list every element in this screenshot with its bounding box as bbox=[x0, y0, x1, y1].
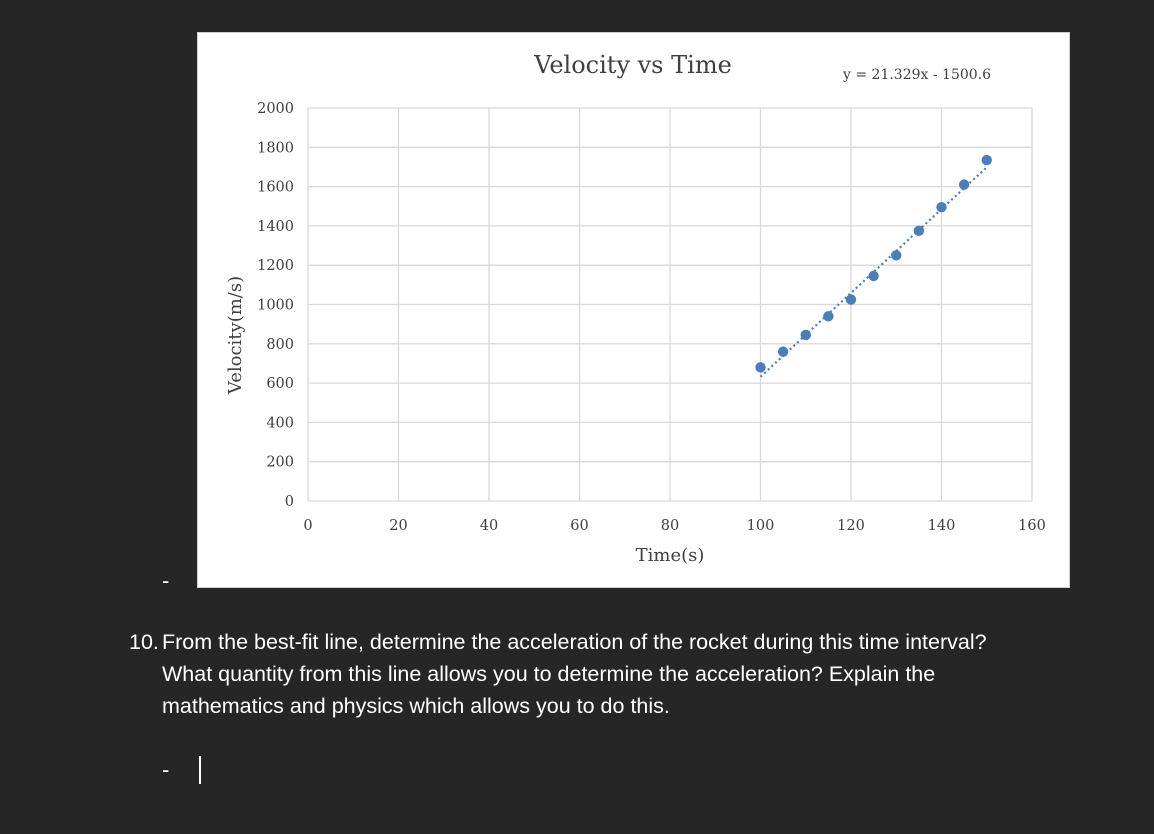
data-point bbox=[958, 179, 970, 190]
x-tick-label: 120 bbox=[837, 518, 865, 534]
data-point bbox=[936, 202, 947, 213]
data-point bbox=[823, 311, 834, 322]
x-tick-label: 100 bbox=[747, 518, 775, 534]
y-tick-label: 2000 bbox=[257, 101, 294, 117]
x-tick-label: 40 bbox=[480, 518, 498, 534]
answer-dash-marker: - bbox=[162, 757, 170, 782]
x-tick-label: 20 bbox=[389, 518, 407, 534]
velocity-time-chart: 0 200 400 600 800 1000 1200 1400 1600 1800 2000 0 2… bbox=[225, 51, 1046, 566]
x-tick-label: 0 bbox=[303, 518, 312, 534]
y-tick-label: 1600 bbox=[257, 180, 294, 196]
x-tick-label: 160 bbox=[1018, 518, 1046, 534]
question-text: From the best-fit line, determine the ac… bbox=[162, 630, 987, 718]
y-tick-label: 1200 bbox=[257, 258, 294, 274]
question-number: 10. bbox=[129, 630, 159, 654]
x-tick-labels: 0 20 40 60 80 100 120 140 160 bbox=[303, 518, 1045, 534]
data-point bbox=[981, 154, 992, 166]
data-point bbox=[891, 250, 902, 261]
chart-title: Velocity vs Time bbox=[533, 51, 732, 79]
y-tick-label: 600 bbox=[266, 376, 294, 392]
y-axis-label: Velocity(m/s) bbox=[225, 276, 246, 395]
data-points-layer bbox=[755, 154, 992, 373]
y-tick-label: 1800 bbox=[257, 140, 294, 156]
y-tick-labels: 0 200 400 600 800 1000 1200 1400 1600 1800 2000 bbox=[257, 101, 294, 510]
y-tick-label: 0 bbox=[285, 494, 294, 510]
x-tick-label: 80 bbox=[661, 518, 679, 534]
y-tick-label: 200 bbox=[266, 455, 294, 471]
y-tick-label: 400 bbox=[266, 415, 294, 431]
data-point bbox=[868, 270, 879, 282]
chart-panel: 0 200 400 600 800 1000 1200 1400 1600 1800 2000 0 2… bbox=[197, 32, 1070, 588]
data-point bbox=[800, 329, 811, 341]
y-tick-label: 1400 bbox=[257, 219, 294, 235]
data-point bbox=[845, 294, 857, 305]
answer-input-line[interactable]: - bbox=[162, 755, 202, 785]
data-point bbox=[777, 346, 789, 357]
y-tick-label: 800 bbox=[266, 337, 294, 353]
text-cursor bbox=[199, 756, 202, 784]
grid-layer bbox=[307, 107, 1033, 502]
x-axis-label: Time(s) bbox=[636, 545, 705, 566]
list-dash-marker: - bbox=[162, 568, 170, 593]
trendline-equation: y = 21.329x - 1500.6 bbox=[842, 67, 991, 83]
trendline-layer bbox=[759, 166, 988, 378]
data-point bbox=[755, 362, 766, 373]
x-tick-label: 140 bbox=[928, 518, 956, 534]
x-tick-label: 60 bbox=[570, 518, 588, 534]
y-tick-label: 1000 bbox=[257, 298, 294, 314]
data-point bbox=[913, 225, 925, 237]
trendline bbox=[759, 166, 988, 378]
